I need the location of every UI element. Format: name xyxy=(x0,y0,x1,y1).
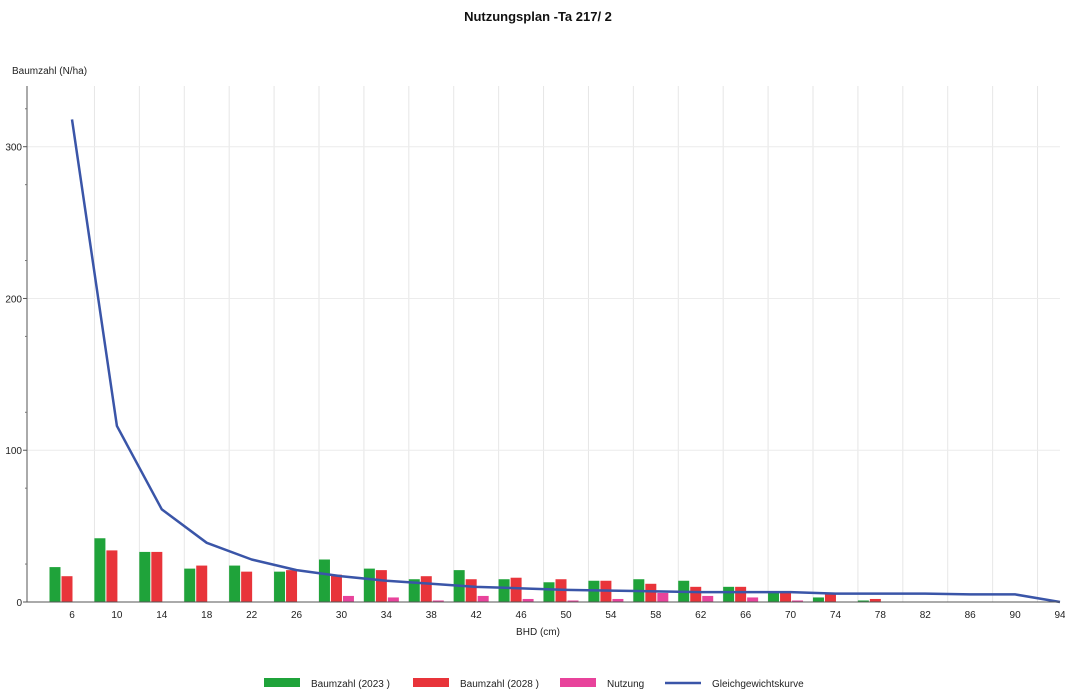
bar xyxy=(824,592,836,602)
x-tick-label: 86 xyxy=(965,610,977,621)
bar xyxy=(342,595,354,602)
bar xyxy=(139,551,151,602)
x-tick-label: 90 xyxy=(1010,610,1022,621)
lines xyxy=(70,119,1061,604)
x-tick-label: 10 xyxy=(111,610,123,621)
legend-label: Baumzahl (2023 ) xyxy=(311,679,390,690)
bar xyxy=(477,595,489,602)
y-tick-label: 0 xyxy=(16,598,22,609)
bar xyxy=(792,600,804,602)
bar xyxy=(645,583,657,602)
x-axis-label: BHD (cm) xyxy=(516,627,560,638)
bar xyxy=(420,576,432,602)
x-tick-label: 94 xyxy=(1054,610,1065,621)
bar xyxy=(510,577,522,602)
x-tick-label: 74 xyxy=(830,610,842,621)
bars xyxy=(49,538,881,602)
bar xyxy=(318,559,330,602)
bar xyxy=(229,565,241,602)
bar xyxy=(735,586,747,602)
y-tick-label: 100 xyxy=(5,446,22,457)
bar xyxy=(543,582,555,602)
bar xyxy=(375,570,387,602)
ticks: 0 100 200 300 6 10 14 18 22 26 30 34 38 42 46 50 54 58 62 6… xyxy=(5,108,1065,621)
bar xyxy=(702,595,714,602)
y-tick-label: 300 xyxy=(5,143,22,154)
grid xyxy=(27,86,1060,602)
x-tick-label: 14 xyxy=(156,610,168,621)
x-tick-label: 82 xyxy=(920,610,932,621)
x-tick-label: 54 xyxy=(605,610,617,621)
x-tick-label: 6 xyxy=(69,610,75,621)
legend-label: Nutzung xyxy=(607,679,644,690)
bar xyxy=(612,598,624,602)
x-tick-label: 26 xyxy=(291,610,303,621)
bar xyxy=(196,565,208,602)
bar xyxy=(522,598,534,602)
bar xyxy=(465,579,477,602)
axes xyxy=(26,86,1060,603)
series-line xyxy=(70,119,1061,604)
legend-swatch xyxy=(560,678,596,687)
x-tick-label: 66 xyxy=(740,610,752,621)
x-tick-label: 50 xyxy=(560,610,572,621)
bar xyxy=(432,600,444,602)
bar xyxy=(857,600,869,602)
bar xyxy=(49,567,61,602)
x-tick-label: 58 xyxy=(650,610,662,621)
x-tick-label: 38 xyxy=(426,610,438,621)
x-tick-label: 46 xyxy=(516,610,528,621)
bar xyxy=(363,568,375,602)
y-axis-label: Baumzahl (N/ha) xyxy=(12,66,87,77)
bar xyxy=(723,586,735,602)
bar xyxy=(768,591,780,602)
x-tick-label: 42 xyxy=(471,610,483,621)
bar xyxy=(747,597,759,602)
bar xyxy=(106,550,118,602)
bar xyxy=(690,586,702,602)
x-tick-label: 62 xyxy=(695,610,707,621)
x-tick-label: 78 xyxy=(875,610,887,621)
bar xyxy=(330,574,342,602)
bar xyxy=(567,600,579,602)
bar xyxy=(184,568,196,602)
bar xyxy=(241,571,253,602)
x-tick-label: 34 xyxy=(381,610,393,621)
bar xyxy=(151,551,163,602)
legend-label: Gleichgewichtskurve xyxy=(712,679,804,690)
bar xyxy=(780,592,792,602)
x-tick-label: 18 xyxy=(201,610,213,621)
bar xyxy=(94,538,106,602)
legend: Baumzahl (2023 ) Baumzahl (2028 ) Nutzung G… xyxy=(264,678,804,690)
legend-swatch xyxy=(264,678,300,687)
bar xyxy=(869,598,881,602)
chart-title: Nutzungsplan -Ta 217/ 2 xyxy=(464,9,612,24)
bar xyxy=(498,579,510,602)
bar xyxy=(61,576,73,602)
bar xyxy=(286,570,298,602)
bar xyxy=(408,579,420,602)
x-tick-label: 30 xyxy=(336,610,348,621)
x-tick-label: 22 xyxy=(246,610,258,621)
x-tick-label: 70 xyxy=(785,610,797,621)
legend-swatch xyxy=(413,678,449,687)
legend-label: Baumzahl (2028 ) xyxy=(460,679,539,690)
bar xyxy=(812,597,824,602)
bar xyxy=(387,597,399,602)
bar xyxy=(274,571,286,602)
y-tick-label: 200 xyxy=(5,294,22,305)
bar xyxy=(657,592,669,602)
